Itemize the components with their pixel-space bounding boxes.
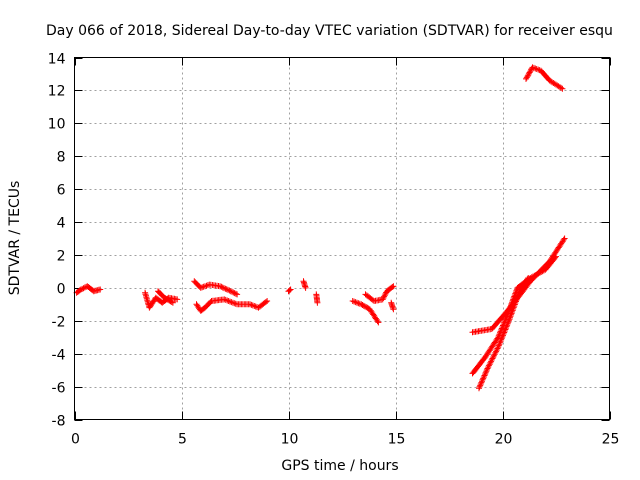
y-tick-label: -4 — [52, 348, 66, 364]
x-tick-label: 20 — [495, 432, 513, 448]
grid-lines — [74, 57, 610, 420]
series-arc-i — [349, 298, 382, 326]
point-markers — [476, 275, 532, 392]
y-tick-label: 0 — [57, 282, 66, 298]
series-arc-m — [469, 253, 559, 377]
point-markers — [523, 64, 566, 92]
x-tick-label: 0 — [71, 432, 80, 448]
y-tick-label: -6 — [52, 381, 66, 397]
y-tick-label: 6 — [57, 183, 66, 199]
series-arc-o — [523, 64, 566, 92]
chart-title: Day 066 of 2018, Sidereal Day-to-day VTE… — [46, 23, 613, 39]
point-markers — [191, 278, 241, 298]
y-tick-label: 10 — [48, 117, 66, 133]
y-tick-label: 2 — [57, 249, 66, 265]
series-arc-e — [193, 296, 271, 314]
series-arc-k — [388, 299, 397, 313]
x-axis-ticks: 0 5 10 15 20 25 — [71, 57, 620, 448]
series-arc-d — [191, 278, 241, 298]
y-axis-label: SDTVAR / TECUs — [7, 181, 23, 296]
x-tick-label: 5 — [178, 432, 187, 448]
series-arc-h — [313, 291, 321, 306]
series-arc-a — [73, 283, 104, 296]
point-markers — [155, 288, 176, 306]
series-arc-f — [285, 286, 294, 295]
y-tick-label: 12 — [48, 84, 66, 100]
point-markers — [193, 296, 271, 314]
y-tick-label: 14 — [48, 52, 66, 68]
series-arc-n — [476, 275, 532, 392]
y-tick-label: -2 — [52, 315, 66, 331]
y-tick-label: -8 — [52, 414, 66, 430]
y-axis-ticks: -8 -6 -4 -2 0 2 4 6 8 10 12 14 — [48, 52, 610, 430]
y-tick-label: 8 — [57, 150, 66, 166]
series-arc-c — [155, 288, 176, 306]
x-axis-label: GPS time / hours — [281, 458, 398, 474]
x-tick-label: 15 — [388, 432, 406, 448]
point-markers — [73, 283, 104, 296]
point-markers — [285, 286, 294, 295]
y-tick-label: 4 — [57, 216, 66, 232]
point-markers — [300, 278, 309, 291]
point-markers — [388, 299, 397, 313]
series-arc-g — [300, 278, 309, 291]
series-arc-j — [362, 283, 397, 304]
point-markers — [349, 298, 382, 326]
x-tick-label: 10 — [281, 432, 299, 448]
point-markers — [469, 253, 559, 377]
point-markers — [313, 291, 321, 306]
x-tick-label: 25 — [602, 432, 620, 448]
point-markers — [362, 283, 397, 304]
data-points — [73, 64, 568, 392]
plot-area-border — [74, 57, 610, 420]
